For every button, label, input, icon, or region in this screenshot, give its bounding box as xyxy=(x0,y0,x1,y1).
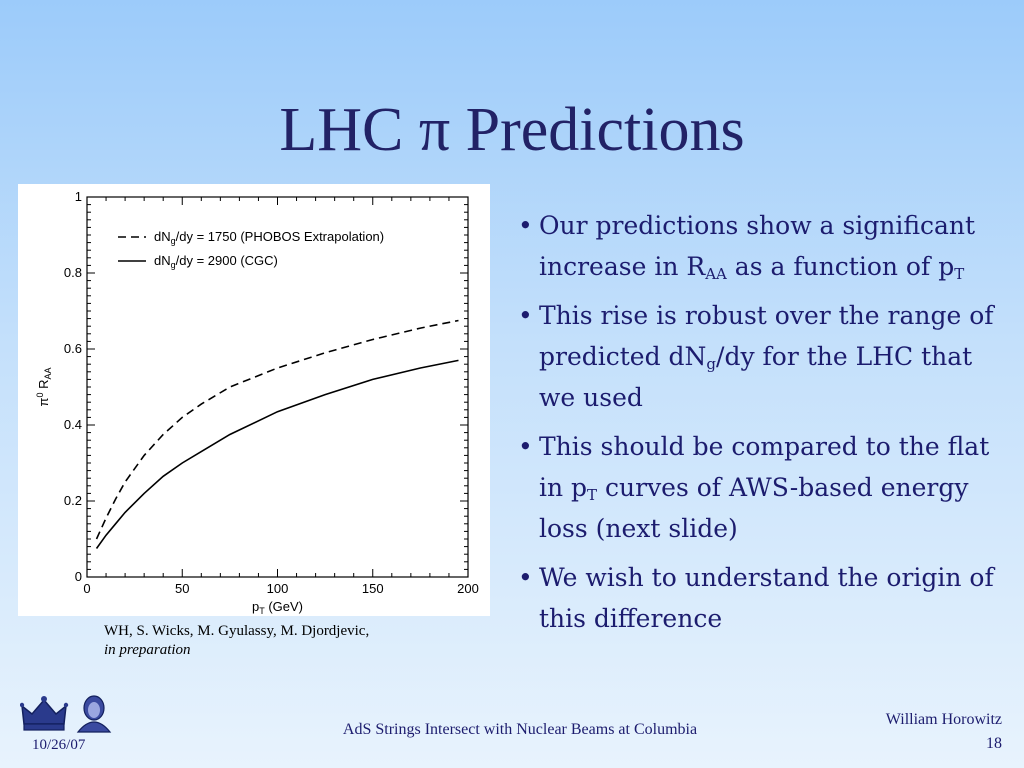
x-tick-label: 0 xyxy=(83,581,90,596)
page-number: 18 xyxy=(986,735,1002,752)
footer-title: AdS Strings Intersect with Nuclear Beams… xyxy=(342,721,698,738)
legend-label-2: dNg/dy = 2900 (CGC) xyxy=(154,253,278,270)
y-tick-label: 0.6 xyxy=(64,341,82,356)
logos-svg xyxy=(19,695,112,733)
x-tick-label: 100 xyxy=(267,581,289,596)
y-tick-label: 0.4 xyxy=(64,417,82,432)
bullet-subscript: T xyxy=(587,486,598,504)
bullet-text: Our predictions show a significant incre… xyxy=(539,211,976,281)
bullet-subscript: g xyxy=(706,355,717,373)
series-line-1 xyxy=(95,319,459,540)
bullet-marker: • xyxy=(518,211,533,240)
bullet-marker: • xyxy=(518,301,533,330)
bullet-marker: • xyxy=(518,432,533,461)
footer-author-block: William Horowitz 18 xyxy=(886,708,1002,756)
y-tick-label: 0.8 xyxy=(64,265,82,280)
citation: WH, S. Wicks, M. Gyulassy, M. Djordjevic… xyxy=(104,622,484,660)
bullet-text: /dy for the LHC that we used xyxy=(539,342,973,412)
bullet-text: as a function of p xyxy=(726,252,955,281)
footer-date: 10/26/07 xyxy=(32,737,86,753)
y-tick-label: 0.2 xyxy=(64,493,82,508)
x-tick-label: 50 xyxy=(175,581,189,596)
y-tick-label: 0 xyxy=(75,569,82,584)
bullet-list: • Our predictions show a significant incr… xyxy=(518,205,1008,647)
bullet-text: This should be compared to the flat in p xyxy=(539,432,990,502)
x-axis-label: pT (GeV) xyxy=(252,599,303,616)
bullet-text: curves of AWS-based energy loss (next sl… xyxy=(539,473,969,543)
portrait-icon xyxy=(76,695,112,733)
bullet-item: • Our predictions show a significant incr… xyxy=(518,205,1008,287)
footer-logos xyxy=(19,694,120,738)
bullet-text: This rise is robust over the range of pr… xyxy=(539,301,994,371)
bullet-marker: • xyxy=(518,563,533,592)
raa-chart: 0 50 100 150 200 0 0.2 0.4 0.6 0.8 1 pT (GeV) π0 RAA… xyxy=(18,184,490,616)
y-axis-label: π0 RAA xyxy=(35,367,53,406)
footer-author: William Horowitz xyxy=(885,711,1002,728)
bullet-item: • This rise is robust over the range of p… xyxy=(518,295,1008,418)
slide-title: LHC π Predictions xyxy=(279,96,745,164)
citation-status: in preparation xyxy=(104,642,191,658)
bullet-subscript: AA xyxy=(705,265,727,283)
bullet-subscript: T xyxy=(954,265,965,283)
x-tick-label: 200 xyxy=(457,581,479,596)
raa-chart-svg: 0 50 100 150 200 0 0.2 0.4 0.6 0.8 1 pT (GeV) π0 RAA… xyxy=(35,189,479,616)
bullet-text: We wish to understand the origin of this… xyxy=(539,563,994,633)
bullet-item: • This should be compared to the flat in … xyxy=(518,426,1008,549)
bullet-item: • We wish to understand the origin of thi… xyxy=(518,557,1008,639)
x-tick-label: 150 xyxy=(362,581,384,596)
crown-icon xyxy=(19,696,69,731)
y-tick-label: 1 xyxy=(75,189,82,204)
legend-label-1: dNg/dy = 1750 (PHOBOS Extrapolation) xyxy=(154,229,384,246)
citation-authors: WH, S. Wicks, M. Gyulassy, M. Djordjevic… xyxy=(104,623,370,639)
series-line-2 xyxy=(95,359,459,549)
